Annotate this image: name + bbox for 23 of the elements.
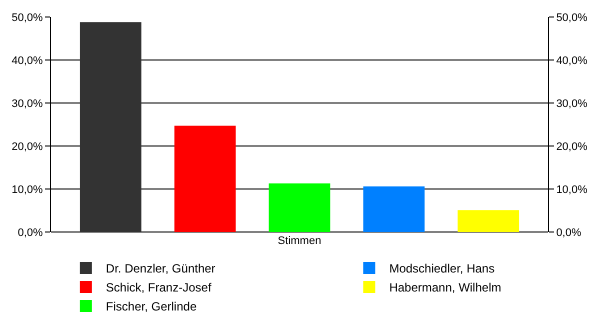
text: 40,0% (556, 54, 588, 67)
legend-label: Modschiedler, Hans (389, 262, 495, 276)
legend-label: Fischer, Gerlinde (106, 300, 197, 314)
y-tick-label: 50,0% (12, 12, 44, 24)
text: 50,0% (556, 12, 588, 24)
text: 20,0% (556, 140, 588, 153)
bar (268, 183, 330, 232)
legend-label: Habermann, Wilhelm (389, 280, 502, 295)
bar (363, 186, 425, 232)
bar (458, 210, 520, 232)
text: 30,0% (556, 98, 588, 110)
text: 0,0% (556, 226, 582, 239)
bar (80, 22, 142, 232)
legend-label: Dr. Denzler, Günther (106, 262, 216, 276)
legend-label: Schick, Franz-Josef (106, 280, 212, 295)
y-tick-label: 40,0% (12, 54, 44, 67)
y-tick-label: 30,0% (12, 98, 44, 110)
bar (174, 126, 236, 232)
y-tick-label: 0,0% (18, 226, 44, 239)
x-tick-label: Stimmen (278, 235, 322, 247)
text: 10,0% (556, 184, 588, 196)
y-tick-label: 20,0% (12, 140, 44, 153)
y-tick-label: 10,0% (12, 184, 44, 196)
